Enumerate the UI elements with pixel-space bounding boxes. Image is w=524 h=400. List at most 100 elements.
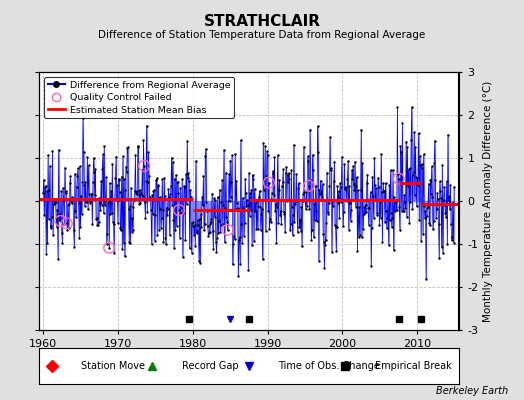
Point — [105, 244, 113, 251]
Point — [143, 209, 151, 215]
Text: STRATHCLAIR: STRATHCLAIR — [203, 14, 321, 29]
Point — [146, 194, 154, 200]
Point — [140, 199, 149, 206]
Point — [355, 234, 363, 240]
Point — [218, 177, 226, 184]
Point — [318, 194, 326, 200]
Point — [439, 197, 447, 204]
Point — [372, 197, 380, 204]
Point — [211, 214, 219, 220]
Point — [203, 223, 212, 230]
Point — [307, 177, 315, 184]
Point — [295, 224, 303, 230]
Point — [395, 175, 403, 182]
Point — [275, 177, 283, 183]
Point — [169, 217, 178, 223]
Point — [234, 273, 243, 280]
Point — [337, 183, 345, 190]
Point — [71, 208, 80, 214]
Point — [228, 152, 236, 158]
Point — [117, 173, 126, 180]
Point — [145, 172, 154, 179]
Point — [184, 170, 193, 176]
Point — [224, 198, 233, 204]
Point — [303, 203, 311, 210]
Point — [226, 194, 235, 201]
Point — [172, 172, 180, 178]
Text: Station Move: Station Move — [81, 361, 145, 371]
Point — [57, 188, 66, 194]
Point — [277, 208, 285, 214]
Point — [140, 163, 148, 169]
Point — [192, 230, 201, 236]
Point — [323, 209, 332, 215]
Point — [362, 201, 370, 208]
Point — [396, 226, 404, 233]
Point — [104, 198, 113, 204]
Point — [376, 198, 384, 205]
Point — [412, 174, 420, 180]
Point — [159, 206, 167, 213]
Point — [438, 162, 446, 168]
Point — [82, 198, 91, 205]
Point — [320, 239, 328, 245]
Point — [391, 208, 399, 214]
Point — [40, 212, 49, 218]
Point — [183, 138, 191, 144]
Point — [175, 207, 183, 214]
Point — [149, 210, 157, 217]
Point — [214, 230, 223, 236]
Point — [117, 227, 125, 234]
Point — [388, 224, 396, 230]
Point — [230, 233, 238, 240]
Point — [301, 206, 310, 212]
Point — [352, 182, 361, 189]
Point — [42, 251, 50, 257]
Point — [445, 206, 454, 213]
Point — [104, 199, 112, 206]
Point — [85, 198, 94, 205]
Point — [356, 232, 364, 238]
Point — [63, 226, 72, 233]
Point — [367, 263, 375, 269]
Point — [200, 227, 208, 234]
Point — [113, 196, 121, 203]
Point — [418, 161, 426, 168]
Point — [422, 276, 430, 282]
Point — [173, 179, 181, 186]
Point — [70, 244, 79, 250]
Point — [54, 256, 62, 262]
Point — [311, 182, 320, 189]
Point — [133, 187, 141, 194]
Point — [374, 174, 382, 181]
Point — [341, 186, 349, 192]
Point — [260, 186, 268, 193]
Point — [320, 265, 329, 272]
Point — [147, 240, 156, 247]
Point — [215, 187, 224, 193]
Point — [259, 140, 267, 146]
Y-axis label: Monthly Temperature Anomaly Difference (°C): Monthly Temperature Anomaly Difference (… — [483, 80, 493, 322]
Point — [133, 191, 141, 198]
Point — [253, 198, 261, 204]
Point — [99, 151, 107, 158]
Point — [83, 154, 92, 160]
Point — [287, 167, 296, 174]
Point — [74, 165, 82, 172]
Point — [449, 240, 457, 246]
Point — [237, 137, 245, 144]
Point — [39, 177, 48, 184]
Point — [231, 151, 239, 158]
Point — [249, 176, 257, 182]
Point — [258, 256, 267, 262]
Point — [414, 130, 423, 136]
Point — [417, 238, 425, 244]
Point — [62, 220, 71, 227]
Point — [134, 142, 142, 149]
Point — [102, 174, 110, 180]
Point — [236, 261, 244, 267]
Point — [235, 237, 243, 243]
Point — [410, 129, 418, 136]
Point — [78, 211, 86, 217]
Point — [288, 204, 296, 210]
